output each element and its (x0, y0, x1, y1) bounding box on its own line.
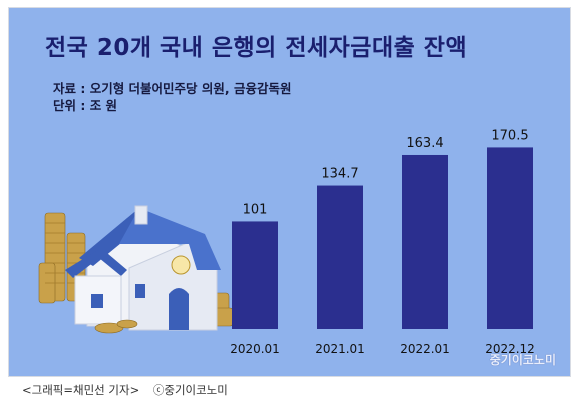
graphic-credit: <그래픽=채민선 기자> (22, 383, 140, 397)
bar-2020.01 (232, 221, 278, 329)
value-label-2022.01: 163.4 (406, 136, 443, 151)
category-label-2022.12: 2022.12 (485, 342, 535, 356)
value-label-2020.01: 101 (243, 202, 268, 217)
chart-meta: 자료 : 오기형 더불어민주당 의원, 금융감독원 단위 : 조 원 (53, 80, 292, 114)
chart-frame: 전국 20개 국내 은행의 전세자금대출 잔액 자료 : 오기형 더불어민주당 … (9, 8, 570, 376)
bar-2022.01 (402, 154, 448, 329)
bar-2021.01 (317, 185, 363, 329)
value-label-2022.12: 170.5 (491, 128, 528, 143)
copyright: ⓒ중기이코노미 (152, 383, 228, 397)
house-with-coins-icon (38, 205, 234, 334)
category-label-2021.01: 2021.01 (315, 342, 365, 356)
chart-title: 전국 20개 국내 은행의 전세자금대출 잔액 (45, 35, 468, 61)
chart-unit: 단위 : 조 원 (53, 98, 118, 113)
bar-chart: 101 2020.01 134.7 2021.01 163.4 2022.01 170.5 2… (38, 128, 535, 356)
watermark-logo: 중기이코노미 (489, 353, 556, 367)
chart-source: 자료 : 오기형 더불어민주당 의원, 금융감독원 (53, 81, 292, 96)
value-label-2021.01: 134.7 (321, 167, 358, 182)
bar-2022.12 (487, 147, 533, 329)
caption: <그래픽=채민선 기자> ⓒ중기이코노미 (22, 382, 238, 398)
category-label-2022.01: 2022.01 (400, 342, 450, 356)
category-label-2020.01: 2020.01 (230, 342, 280, 356)
